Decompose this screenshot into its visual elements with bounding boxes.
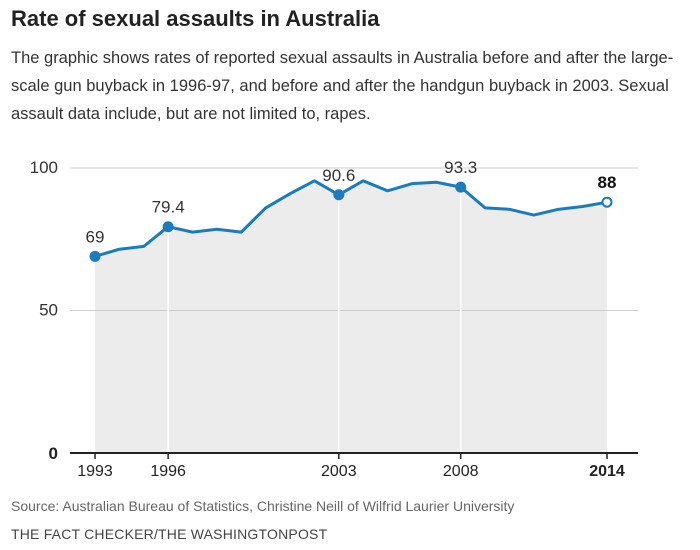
data-label: 79.4 [152,198,185,217]
data-label: 69 [86,227,105,246]
source-note: Source: Australian Bureau of Statistics,… [11,498,515,514]
chart-subtitle: The graphic shows rates of reported sexu… [11,49,674,123]
x-tick-label: 1993 [77,463,113,480]
data-label: 93.3 [444,158,477,177]
data-point [162,221,174,233]
y-tick-label: 100 [30,158,58,177]
area-fill [95,180,607,453]
y-tick-label: 0 [49,444,58,463]
x-tick-label: 1996 [150,463,186,480]
chart-title: Rate of sexual assaults in Australia [11,6,380,31]
x-tick-label: 2003 [321,463,357,480]
data-point [455,181,467,193]
credit-line: THE FACT CHECKER/THE WASHINGTONPOST [11,526,328,542]
y-tick-label: 50 [39,301,58,320]
data-label: 88 [598,173,617,192]
series-line [94,179,608,258]
line-chart: 0 50 100 1993 1996 2003 2008 2014 69 79.4 90.6 93.3… [30,158,638,480]
x-tick-label: 2014 [589,463,625,480]
data-point [333,189,345,201]
data-point [601,196,613,208]
data-label: 90.6 [322,166,355,185]
x-tick-label: 2008 [443,463,479,480]
data-point [89,250,101,262]
